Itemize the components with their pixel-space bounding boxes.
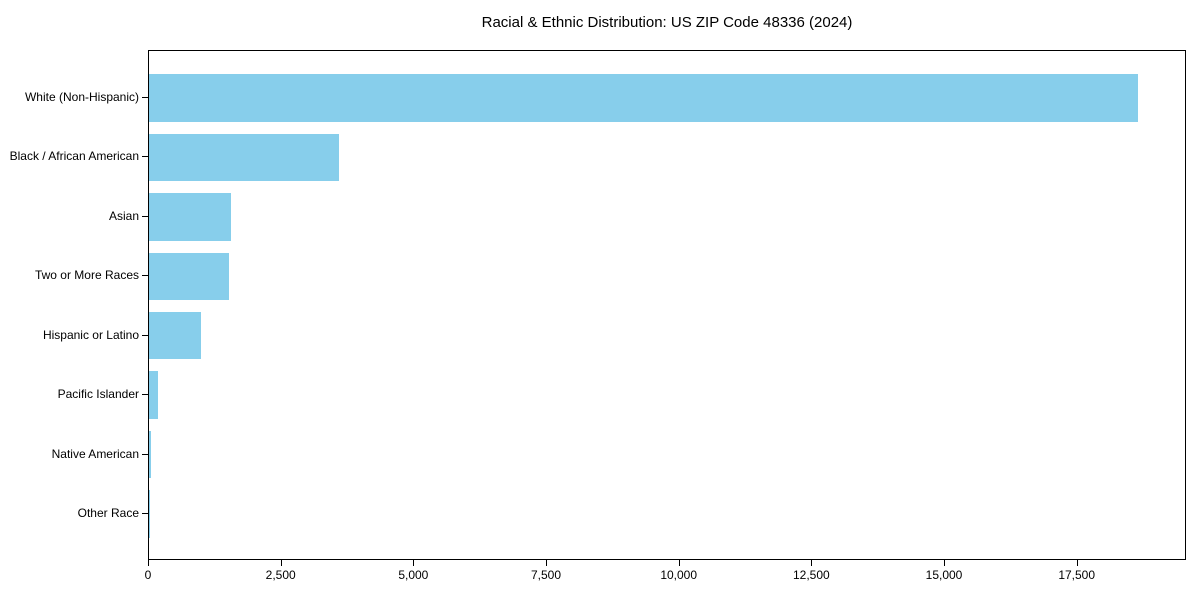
y-tick-mark bbox=[142, 96, 148, 98]
y-tick-mark bbox=[142, 156, 148, 158]
x-tick-label-2-500: 2,500 bbox=[265, 568, 296, 582]
bar-asian bbox=[149, 193, 232, 241]
x-tick-mark bbox=[413, 560, 415, 566]
bar-black-african-american bbox=[149, 133, 339, 182]
x-tick-mark bbox=[546, 560, 547, 566]
y-tick-mark bbox=[142, 334, 148, 336]
x-tick-mark bbox=[1076, 560, 1078, 566]
x-tick-label-10-000: 10,000 bbox=[660, 568, 698, 582]
y-tick-mark bbox=[142, 394, 148, 396]
y-tick-label-two-or-more-races: Two or More Races bbox=[34, 268, 139, 283]
bar-pacific-islander bbox=[149, 371, 159, 419]
x-tick-label-15-000: 15,000 bbox=[925, 568, 963, 582]
bar-two-or-more-races bbox=[149, 252, 230, 301]
y-tick-label-hispanic-or-latino: Hispanic or Latino bbox=[42, 327, 139, 342]
y-tick-label-black-african-american: Black / African American bbox=[9, 149, 139, 164]
x-tick-mark bbox=[148, 560, 149, 566]
bar-other-race bbox=[149, 490, 150, 538]
x-tick-label-17-500: 17,500 bbox=[1058, 568, 1096, 582]
y-tick-label-pacific-islander: Pacific Islander bbox=[57, 387, 139, 402]
x-tick-label-7-500: 7,500 bbox=[530, 568, 562, 582]
bar-hispanic-or-latino bbox=[149, 311, 201, 360]
y-tick-label-asian: Asian bbox=[108, 208, 139, 223]
y-tick-label-white-non-hispanic: White (Non-Hispanic) bbox=[24, 89, 139, 104]
x-tick-mark bbox=[678, 560, 680, 566]
x-tick-label-0: 0 bbox=[144, 568, 152, 582]
y-tick-label-other-race: Other Race bbox=[77, 506, 139, 521]
x-tick-label-12-500: 12,500 bbox=[792, 568, 830, 582]
y-tick-mark bbox=[142, 215, 148, 217]
x-tick-mark bbox=[280, 560, 282, 566]
x-tick-label-5-000: 5,000 bbox=[398, 568, 429, 582]
y-tick-mark bbox=[142, 275, 148, 277]
bar-white-non-hispanic bbox=[149, 74, 1138, 122]
plot-area bbox=[148, 50, 1186, 560]
y-tick-mark bbox=[142, 453, 148, 455]
x-tick-mark bbox=[944, 560, 945, 566]
chart-title: Racial & Ethnic Distribution: US ZIP Cod… bbox=[481, 14, 853, 31]
y-tick-label-native-american: Native American bbox=[51, 446, 139, 461]
x-tick-mark bbox=[811, 560, 813, 566]
bar-native-american bbox=[149, 430, 152, 479]
y-tick-mark bbox=[142, 513, 148, 515]
